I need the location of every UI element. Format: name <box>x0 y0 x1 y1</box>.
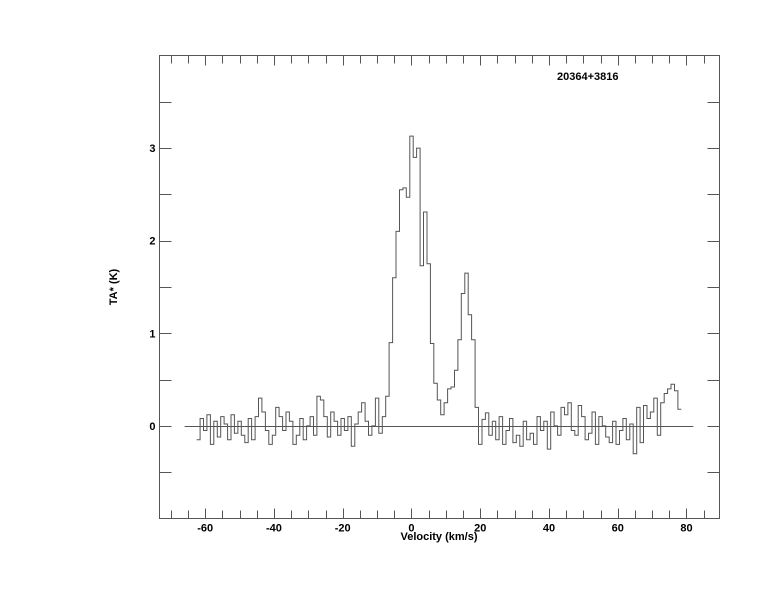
x-tick-label: 40 <box>543 523 555 535</box>
plot-frame <box>159 55 720 519</box>
x-tick-label: -40 <box>266 523 282 535</box>
y-tick-label: 3 <box>149 143 155 155</box>
tick-labels: -60 -40 -20 0 20 40 60 80 0 1 2 3 <box>149 143 692 534</box>
x-tick-label: -60 <box>197 523 213 535</box>
y-tick-label: 1 <box>149 328 155 340</box>
y-tick-label: 0 <box>149 421 155 433</box>
x-tick-label: 20 <box>474 523 486 535</box>
x-tick-label: 60 <box>612 523 624 535</box>
spectrum-line <box>196 135 682 455</box>
x-axis-label: Velocity (km/s) <box>400 531 477 543</box>
chart-title: 20364+3816 <box>557 71 618 83</box>
axis-ticks <box>159 55 720 519</box>
x-tick-label: 80 <box>680 523 692 535</box>
x-tick-label: 0 <box>408 523 414 535</box>
x-tick-label: -20 <box>335 523 351 535</box>
y-tick-label: 2 <box>149 236 155 248</box>
y-axis-label: TA* (K) <box>108 268 120 305</box>
